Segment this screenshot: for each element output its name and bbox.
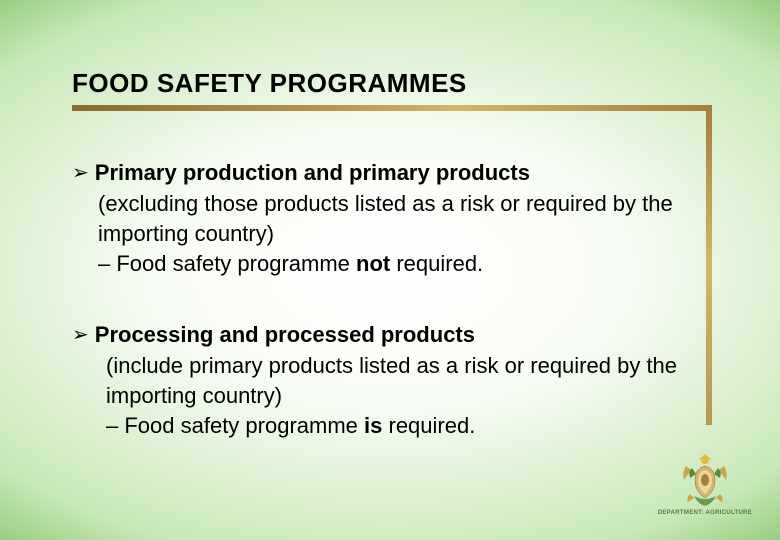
bullet-body-suffix: required. <box>382 413 475 438</box>
bullet-body: (excluding those products listed as a ri… <box>98 189 678 279</box>
bullet-body-emph: not <box>356 251 390 276</box>
rule-horizontal <box>72 105 712 111</box>
bullet-item: ➢ Primary production and primary product… <box>72 159 708 279</box>
bullet-body: (include primary products listed as a ri… <box>106 351 678 441</box>
bullet-item: ➢ Processing and processed products (inc… <box>72 321 708 441</box>
title-rule <box>72 105 708 111</box>
department-label: DEPARTMENT: AGRICULTURE <box>658 510 752 516</box>
bullet-body-suffix: required. <box>390 251 483 276</box>
slide-title: FOOD SAFETY PROGRAMMES <box>72 68 708 99</box>
rule-vertical <box>706 105 712 425</box>
bullet-heading: Processing and processed products <box>95 321 475 349</box>
bullet-marker-icon: ➢ <box>72 159 89 187</box>
bullet-heading: Primary production and primary products <box>95 159 530 187</box>
bullet-body-emph: is <box>364 413 382 438</box>
coat-of-arms-icon <box>678 452 732 508</box>
footer-emblem: DEPARTMENT: AGRICULTURE <box>658 452 752 516</box>
slide-container: FOOD SAFETY PROGRAMMES ➢ Primary product… <box>0 0 780 540</box>
bullet-marker-icon: ➢ <box>72 321 89 349</box>
